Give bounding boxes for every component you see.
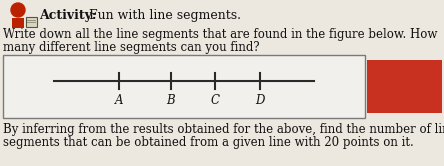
Text: Fun with line segments.: Fun with line segments. — [85, 9, 241, 22]
FancyBboxPatch shape — [12, 18, 24, 28]
Bar — [367, 60, 442, 113]
Text: C: C — [211, 94, 220, 107]
Text: Activity:: Activity: — [39, 9, 96, 22]
Text: By inferring from the results obtained for the above, find the number of line: By inferring from the results obtained f… — [3, 123, 444, 136]
Text: many different line segments can you find?: many different line segments can you fin… — [3, 41, 260, 54]
Text: D: D — [255, 94, 264, 107]
Circle shape — [11, 3, 25, 17]
Text: segments that can be obtained from a given line with 20 points on it.: segments that can be obtained from a giv… — [3, 136, 414, 149]
Text: Write down all the line segments that are found in the figure below. How: Write down all the line segments that ar… — [3, 28, 437, 41]
Bar — [3, 55, 365, 118]
Text: A: A — [115, 94, 123, 107]
Text: B: B — [166, 94, 175, 107]
FancyBboxPatch shape — [25, 16, 36, 27]
